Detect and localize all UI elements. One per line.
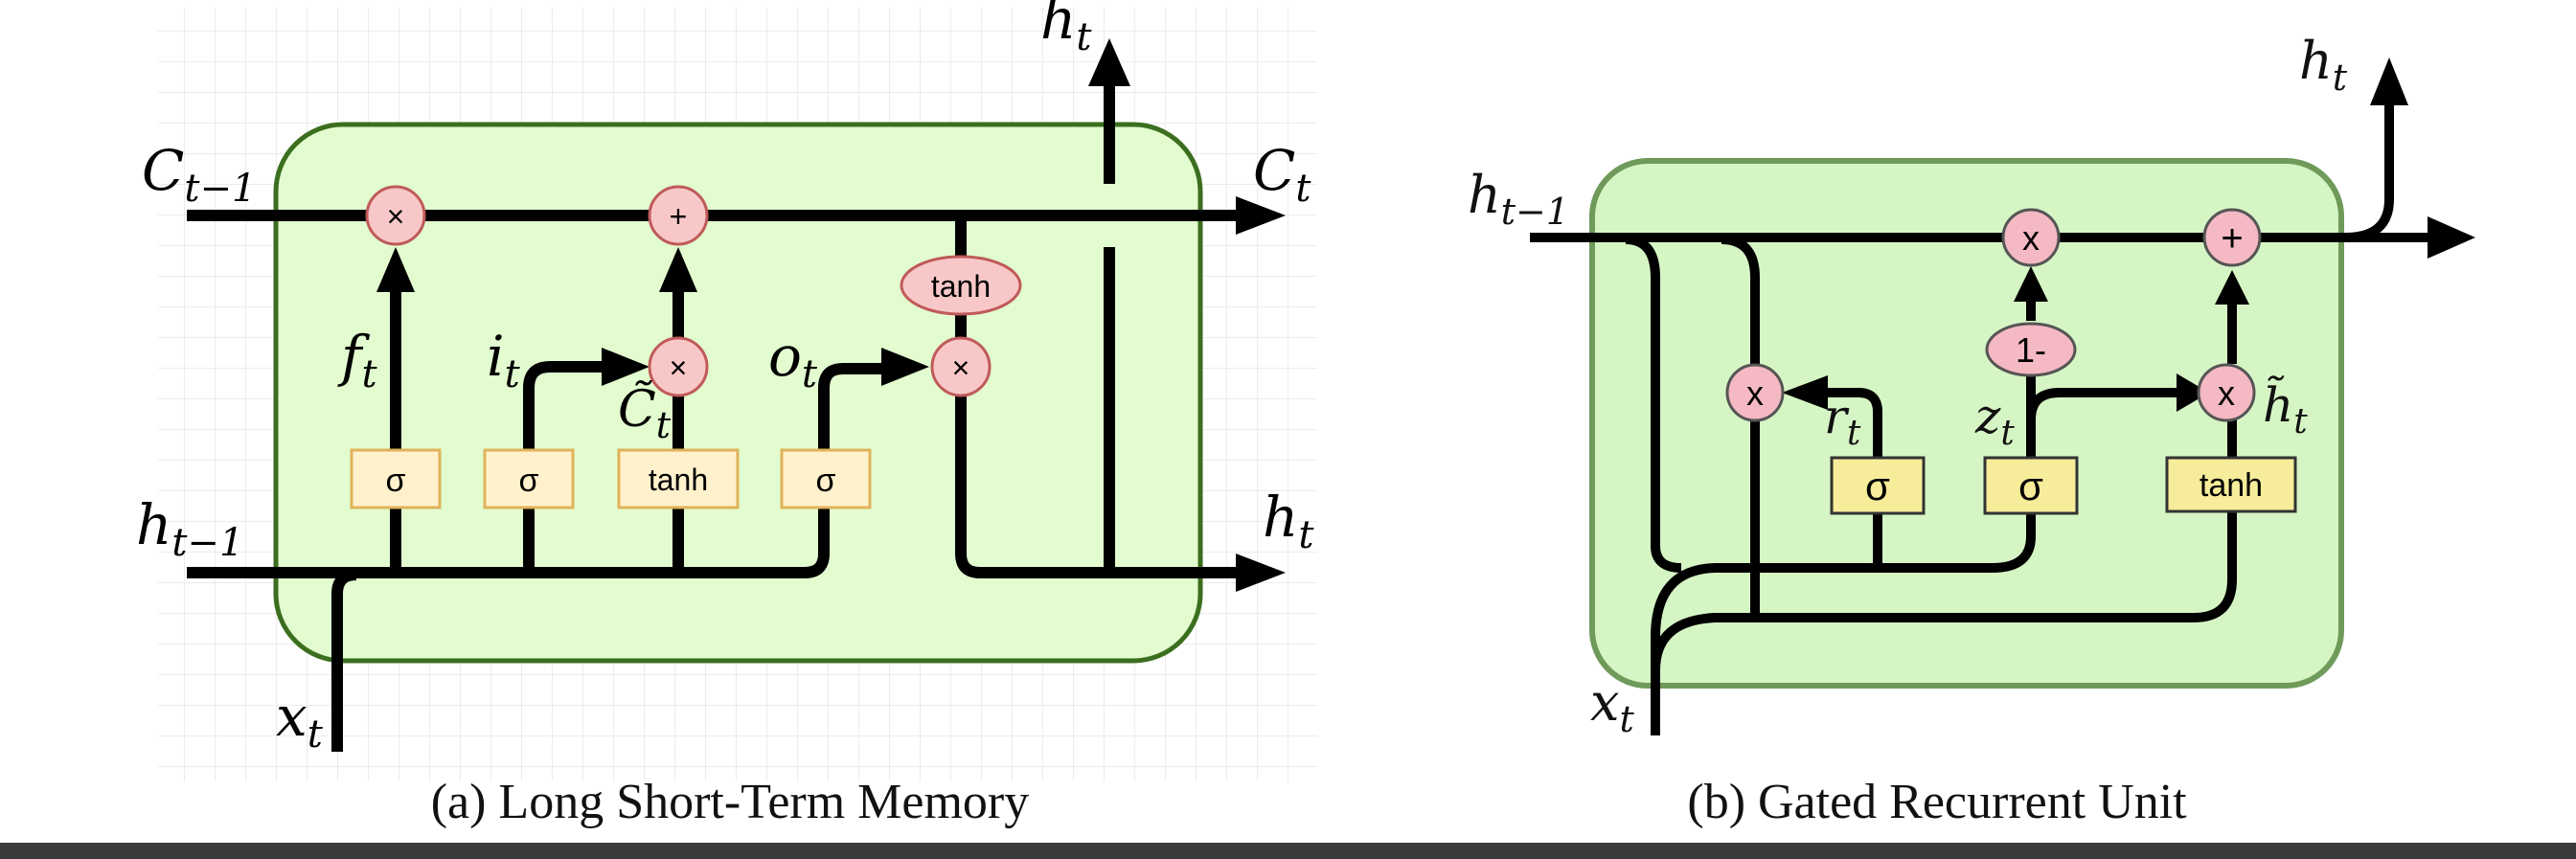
gru-wires xyxy=(1530,105,2441,735)
lstm-add-op: + xyxy=(648,185,709,246)
lstm-candidate-gate-label: tanh xyxy=(649,463,708,497)
lstm-label-h-out-right: ht xyxy=(1263,485,1314,557)
lstm-label-c-tilde: C̃t xyxy=(618,380,672,446)
lstm-label-c-next: Ct xyxy=(1253,138,1311,211)
lstm-output-gate-label: σ xyxy=(816,463,836,499)
gru-r-wire xyxy=(1815,388,1882,568)
lstm-diagram: σ σ tanh σ tanh × + × xyxy=(136,0,1317,829)
lstm-arrowheads xyxy=(376,38,1286,592)
gru-reset-gate: σ xyxy=(1830,456,1926,515)
lstm-label-h-prev: ht−1 xyxy=(136,492,243,565)
lstm-output-arrowhead xyxy=(881,348,929,386)
lstm-forget-gate-label: σ xyxy=(386,463,406,499)
gru-reset-mul-symbol: x xyxy=(1746,373,1764,413)
lstm-input-gate: σ xyxy=(483,448,575,509)
gru-add-symbol: + xyxy=(2221,217,2243,260)
gru-caption: (b) Gated Recurrent Unit xyxy=(1687,775,2187,829)
lstm-label-h-out-top: ht xyxy=(1040,0,1092,59)
lstm-forget-mul-op: × xyxy=(365,185,426,246)
gru-h-prev-to-concat xyxy=(1625,235,1682,573)
lstm-caption: (a) Long Short-Term Memory xyxy=(431,775,1030,829)
lstm-candidate-arrowhead xyxy=(659,247,697,292)
lstm-label-c-prev: Ct−1 xyxy=(142,138,256,211)
lstm-forget-arrowhead xyxy=(376,247,415,292)
lstm-cell-tanh: tanh xyxy=(900,255,1022,316)
lstm-label-x: xt xyxy=(276,684,324,757)
gru-out-arrowhead xyxy=(2428,216,2475,259)
gru-x-to-candidate xyxy=(1651,512,2237,671)
gru-one-minus-op: 1- xyxy=(1985,322,2077,377)
gru-h-prev-to-reset-mul xyxy=(1721,235,1760,364)
gru-z-arrowhead xyxy=(2177,373,2209,412)
lstm-input-mul-op: × xyxy=(648,336,709,397)
gru-update-mul-op: x xyxy=(2001,208,2061,267)
gru-output-branch xyxy=(2344,105,2394,242)
gru-add-op: + xyxy=(2202,208,2262,267)
lstm-output-gate: σ xyxy=(780,448,872,509)
gru-diagram: σ σ tanh x x + 1- x xyxy=(1468,31,2475,829)
gru-reset-mul-op: x xyxy=(1725,363,1785,422)
lstm-ht-top-arrowhead xyxy=(1088,38,1130,86)
gru-x-input-line xyxy=(1651,479,2036,735)
gru-one-minus-symbol: 1- xyxy=(2016,330,2046,370)
gru-candidate-mul-op: x xyxy=(2197,363,2256,422)
lstm-forget-mul-symbol: × xyxy=(387,199,405,234)
gru-label-h-prev: ht−1 xyxy=(1468,165,1569,233)
gru-candidate-mul-symbol: x xyxy=(2218,373,2235,413)
lstm-input-mul-symbol: × xyxy=(670,350,688,385)
gru-label-r: rt xyxy=(1824,389,1861,453)
lstm-input-gate-wire xyxy=(523,361,613,573)
gru-label-h-out: ht xyxy=(2299,31,2348,99)
gru-update-gate-label: σ xyxy=(2018,463,2043,509)
gru-label-z: zt xyxy=(1974,389,2015,453)
lstm-candidate-gate: tanh xyxy=(617,448,740,509)
lstm-input-arrowhead xyxy=(602,348,650,386)
lstm-add-symbol: + xyxy=(670,199,688,234)
gru-cell-box xyxy=(1589,158,2344,689)
gru-arrowheads xyxy=(1782,57,2475,412)
gru-update-gate: σ xyxy=(1983,456,2079,515)
lstm-ht-path xyxy=(955,388,1245,578)
lstm-x-input-line xyxy=(331,569,357,752)
gru-1minus-arrowhead xyxy=(2014,266,2048,302)
gru-label-h-tilde: h̃t xyxy=(2263,374,2308,441)
lstm-label-o: ot xyxy=(768,324,818,396)
gru-r-arrowhead xyxy=(1782,375,1828,410)
gru-reset-gate-label: σ xyxy=(1865,463,1890,509)
lstm-input-gate-label: σ xyxy=(519,463,539,499)
bottom-border-bar xyxy=(0,843,2576,859)
gru-candidate-gate: tanh xyxy=(2165,456,2297,513)
lstm-output-mul-symbol: × xyxy=(952,350,970,385)
gru-update-mul-symbol: x xyxy=(2022,218,2040,258)
gru-add-arrowhead xyxy=(2215,270,2249,305)
gru-z-to-candmul xyxy=(2026,388,2192,420)
gru-top-arrowhead xyxy=(2370,57,2408,105)
lstm-cell-tanh-label: tanh xyxy=(931,269,991,304)
lstm-ht-arrowhead xyxy=(1236,554,1286,592)
gru-label-x: xt xyxy=(1590,672,1634,740)
lstm-output-mul-op: × xyxy=(930,336,992,397)
gru-candidate-gate-label: tanh xyxy=(2200,467,2263,504)
lstm-label-i: it xyxy=(487,324,521,396)
lstm-forget-gate: σ xyxy=(350,448,442,509)
lstm-ct-arrowhead xyxy=(1236,196,1286,235)
